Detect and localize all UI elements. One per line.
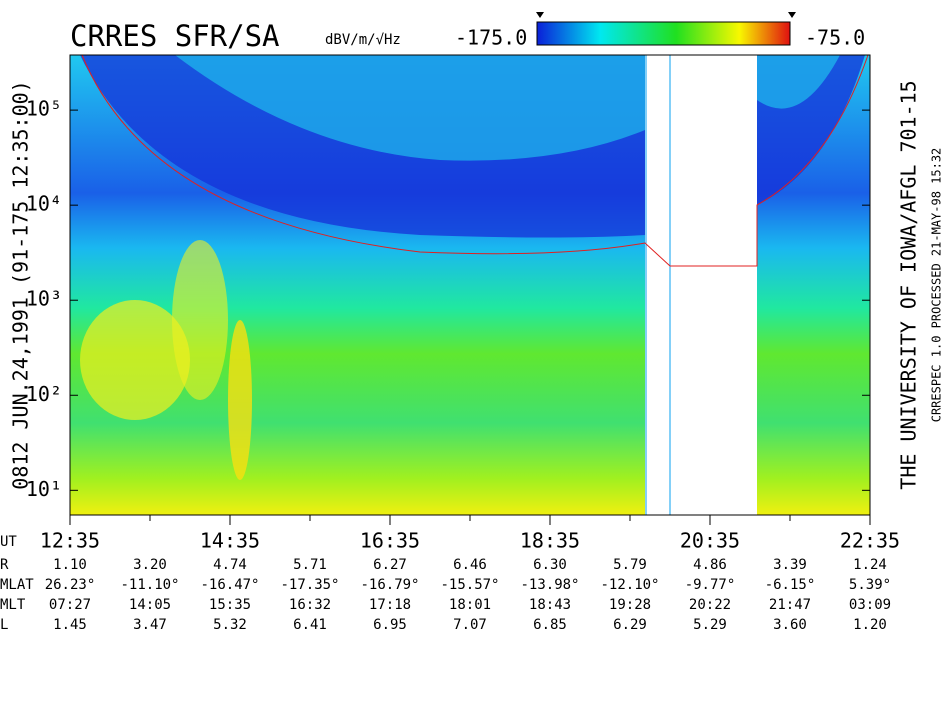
ephemeris-value: 15:35 [209, 597, 251, 613]
x-axis-label: UT [0, 534, 17, 550]
ephemeris-value: -11.10° [120, 577, 179, 593]
ephemeris-value: -16.79° [360, 577, 419, 593]
ephemeris-value: 5.29 [693, 617, 727, 633]
spectrogram [69, 54, 871, 516]
ephemeris-value: 17:18 [369, 597, 411, 613]
ephemeris-value: -13.98° [520, 577, 579, 593]
ephemeris-value: 14:05 [129, 597, 171, 613]
ephemeris-value: 1.24 [853, 557, 887, 573]
ephemeris-value: 4.74 [213, 557, 247, 573]
ephemeris-value: -6.15° [765, 577, 816, 593]
left-label: 0812 JUN.24,1991 (91-175 12:35:00) [9, 80, 33, 489]
y-tick-label: 10³ [26, 287, 62, 311]
right-sublabel: CRRESPEC 1.0 PROCESSED 21-MAY-98 15:32 [930, 148, 944, 423]
x-tick-label: 12:35 [40, 529, 100, 553]
ephemeris-value: -9.77° [685, 577, 736, 593]
ephemeris-value: 1.45 [53, 617, 87, 633]
ephemeris-value: -12.10° [600, 577, 659, 593]
chart-title: CRRES SFR/SA [70, 19, 280, 53]
row-label: R [0, 557, 9, 573]
ephemeris-value: 3.20 [133, 557, 167, 573]
x-tick-label: 22:35 [840, 529, 900, 553]
ephemeris-value: 26.23° [45, 577, 96, 593]
ephemeris-value: 5.39° [849, 577, 891, 593]
ephemeris-value: 5.71 [293, 557, 327, 573]
ephemeris-value: 6.46 [453, 557, 487, 573]
ephemeris-value: 6.30 [533, 557, 567, 573]
x-tick-label: 20:35 [680, 529, 740, 553]
ephemeris-value: 3.60 [773, 617, 807, 633]
ephemeris-value: -17.35° [280, 577, 339, 593]
ephemeris-value: 6.41 [293, 617, 327, 633]
ephemeris-value: 1.20 [853, 617, 887, 633]
ephemeris-value: 7.07 [453, 617, 487, 633]
ephemeris-value: 5.32 [213, 617, 247, 633]
ephemeris-value: 21:47 [769, 597, 811, 613]
ephemeris-value: 6.29 [613, 617, 647, 633]
ephemeris-value: 03:09 [849, 597, 891, 613]
ephemeris-value: 18:01 [449, 597, 491, 613]
colorbar-max: -75.0 [805, 26, 865, 50]
ephemeris-value: 5.79 [613, 557, 647, 573]
ephemeris-value: -15.57° [440, 577, 499, 593]
ephemeris-value: -16.47° [200, 577, 259, 593]
y-tick-label: 10² [26, 382, 62, 406]
ephemeris-value: 4.86 [693, 557, 727, 573]
colorbar-arrows [536, 12, 796, 18]
ephemeris-value: 18:43 [529, 597, 571, 613]
x-tick-label: 16:35 [360, 529, 420, 553]
ephemeris-value: 6.85 [533, 617, 567, 633]
y-tick-label: 10⁴ [26, 192, 62, 216]
colorbar-label: dBV/m/√Hz [325, 32, 401, 48]
ephemeris-value: 07:27 [49, 597, 91, 613]
ephemeris-value: 19:28 [609, 597, 651, 613]
row-label: MLAT [0, 577, 34, 593]
ephemeris-value: 6.95 [373, 617, 407, 633]
y-tick-label: 10¹ [26, 477, 62, 501]
ephemeris-value: 3.47 [133, 617, 167, 633]
x-tick-label: 14:35 [200, 529, 260, 553]
y-tick-label: 10⁵ [26, 97, 62, 121]
row-label: MLT [0, 597, 26, 613]
ephemeris-value: 6.27 [373, 557, 407, 573]
ephemeris-value: 20:22 [689, 597, 731, 613]
colorbar [536, 21, 791, 46]
row-label: L [0, 617, 8, 633]
colorbar-min: -175.0 [455, 26, 527, 50]
right-label: THE UNIVERSITY OF IOWA/AFGL 701-15 [897, 80, 921, 489]
ephemeris-value: 1.10 [53, 557, 87, 573]
ephemeris-value: 16:32 [289, 597, 331, 613]
ephemeris-value: 3.39 [773, 557, 807, 573]
x-tick-label: 18:35 [520, 529, 580, 553]
